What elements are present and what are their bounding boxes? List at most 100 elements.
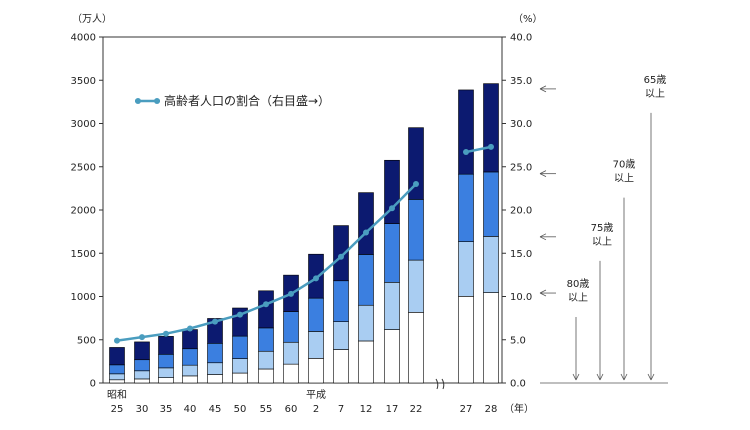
bar-segment <box>483 83 499 173</box>
annotation-label: 以上 <box>614 173 634 185</box>
x-tick-label: 22 <box>410 404 423 415</box>
x-tick-label: 12 <box>360 404 373 415</box>
bar-segment <box>358 254 374 306</box>
bar-segment <box>333 349 349 384</box>
y-tick-label: 4000 <box>71 33 96 44</box>
bar-segment <box>384 159 400 224</box>
axis-break-mark <box>435 378 445 390</box>
ratio-point <box>488 143 494 150</box>
x-axis-unit: （年） <box>504 402 534 415</box>
y-tick-label: 500 <box>77 335 96 346</box>
bar-segment <box>258 368 274 384</box>
bar-segment <box>283 341 299 365</box>
bar-segment <box>109 347 125 366</box>
bar-segment <box>308 358 324 384</box>
y2-tick-label: 20.0 <box>510 206 532 217</box>
bar-segment <box>109 379 125 384</box>
x-tick-label: 40 <box>184 404 197 415</box>
annotation-label: 以上 <box>568 292 588 304</box>
ratio-point <box>413 181 419 188</box>
bar-segment <box>384 329 400 384</box>
y2-tick-label: 30.0 <box>510 119 532 130</box>
annotation-arrowhead <box>539 233 547 241</box>
ratio-point <box>389 205 395 212</box>
bar-segment <box>182 348 198 366</box>
x-tick-label: 30 <box>136 404 149 415</box>
bar-segment <box>158 336 174 355</box>
ratio-point <box>212 318 218 325</box>
era-label: 昭和 <box>107 389 127 401</box>
bar-segment <box>182 375 198 384</box>
bar-segment <box>384 282 400 330</box>
annotation-label: 65歳 <box>644 74 667 86</box>
bar-segment <box>232 372 248 384</box>
bar-segment <box>384 223 400 283</box>
bar-segment <box>232 358 248 374</box>
bar-segment <box>207 374 223 384</box>
x-tick-label: 35 <box>160 404 173 415</box>
bar-segment <box>308 297 324 332</box>
bar-segment <box>134 378 150 384</box>
bar-segment <box>458 173 474 242</box>
bar-segment <box>483 292 499 384</box>
bar-segment <box>158 377 174 384</box>
x-tick-label: 17 <box>386 404 399 415</box>
y-tick-label: 2000 <box>71 206 96 217</box>
annotation-label: 80歳 <box>567 278 590 290</box>
ratio-point <box>313 275 319 282</box>
legend: 高齢者人口の割合（右目盛→） <box>135 93 330 108</box>
bar-segment <box>408 259 424 313</box>
ratio-point <box>237 311 243 318</box>
labels-layer: 0 500 1000 1500 2000 2500 3000 3500 4000 0.0 5.0 10… <box>71 13 543 415</box>
annotation-label: 70歳 <box>613 159 636 171</box>
y2-tick-label: 5.0 <box>510 335 526 346</box>
left-axis-unit: （万人） <box>72 13 112 25</box>
y-tick-label: 3500 <box>71 76 96 87</box>
ratio-point <box>463 149 469 156</box>
bar-segment <box>182 329 198 350</box>
ratio-point <box>114 337 120 344</box>
x-tick-label: 28 <box>485 404 498 415</box>
x-tick-label: 55 <box>260 404 273 415</box>
line-layer <box>114 143 494 344</box>
bar-segment <box>333 280 349 322</box>
annotation-arrowhead <box>539 289 547 297</box>
bar-segment <box>283 311 299 343</box>
annotation-label: 以上 <box>645 88 665 100</box>
bar-segment <box>109 364 125 375</box>
bars-layer <box>109 83 499 384</box>
bar-segment <box>207 318 223 344</box>
bar-segment <box>207 362 223 375</box>
right-axis-unit: （%） <box>513 13 543 25</box>
bar-segment <box>458 241 474 297</box>
era-label: 平成 <box>306 389 326 401</box>
y-tick-label: 1000 <box>71 292 96 303</box>
bar-segment <box>458 89 474 175</box>
annotation-stem-arrowhead <box>572 373 580 381</box>
bar-segment <box>408 312 424 384</box>
ratio-point <box>263 301 269 308</box>
y2-tick-label: 25.0 <box>510 162 532 173</box>
x-tick-label: 45 <box>209 404 222 415</box>
annotation-arrowhead <box>539 170 547 178</box>
annotation-label: 以上 <box>592 236 612 248</box>
bar-segment <box>258 327 274 352</box>
ratio-point <box>163 330 169 337</box>
legend-label: 高齢者人口の割合（右目盛→） <box>164 93 330 108</box>
bar-segment <box>182 364 198 377</box>
annotation-stem-arrowhead <box>620 373 628 381</box>
x-tick-label: 50 <box>234 404 247 415</box>
bar-segment <box>258 290 274 329</box>
ratio-point <box>187 325 193 332</box>
x-tick-label: 27 <box>460 404 473 415</box>
bar-segment <box>333 321 349 350</box>
bar-segment <box>408 127 424 200</box>
legend-marker-right <box>154 98 160 104</box>
bar-segment <box>458 296 474 384</box>
annotation-stem-arrowhead <box>596 373 604 381</box>
ratio-point <box>338 253 344 260</box>
bar-segment <box>408 199 424 261</box>
bar-segment <box>358 340 374 384</box>
